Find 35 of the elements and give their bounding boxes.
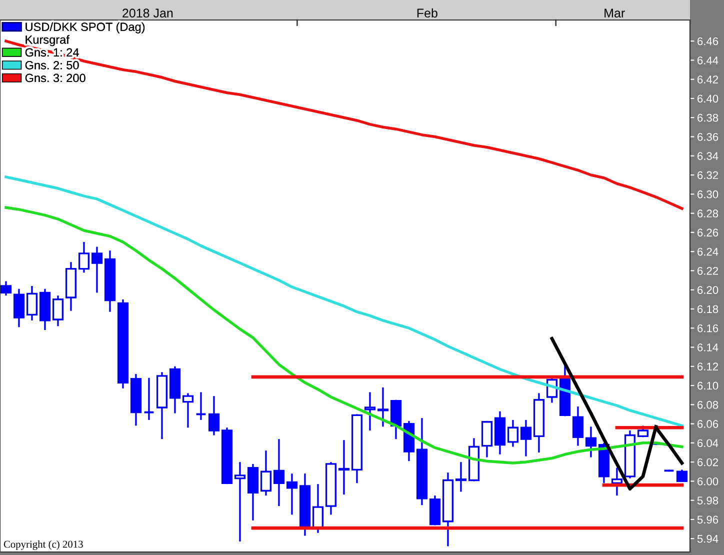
y-tick-label: 6.22	[698, 266, 718, 275]
y-tick-label: 5.96	[697, 516, 718, 524]
y-tick-label: 6.14	[698, 344, 718, 352]
y-tick-label: 6.06	[698, 420, 718, 428]
legend-label: USD/DKK SPOT (Dag)	[26, 22, 145, 34]
text: Mar	[604, 8, 625, 18]
y-tick-label: 5.94	[697, 534, 718, 543]
y-tick-label: 5.98	[697, 496, 718, 504]
y-tick-label: 6.24	[698, 248, 718, 256]
y-tick-label: 6.32	[698, 171, 718, 180]
y-tick-label: 6.18	[698, 305, 718, 314]
text: 2018 Jan	[122, 8, 173, 18]
y-tick-label: 6.46	[698, 37, 718, 46]
y-tick-label: 6.38	[698, 114, 718, 122]
y-tick-label: 6.10	[698, 382, 718, 390]
y-tick-label: 6.16	[698, 324, 718, 332]
annotation: Kursgraf	[26, 35, 70, 46]
text: Feb	[417, 8, 438, 18]
y-tick-label: 6.20	[698, 286, 718, 294]
y-tick-label: 6.42	[698, 76, 718, 84]
y-tick-label: 6.02	[698, 458, 718, 466]
y-tick-label: 6.34	[698, 152, 718, 160]
y-tick-label: 6.28	[698, 210, 718, 218]
y-tick-label: 6.44	[698, 56, 718, 64]
annotation: Copyright (c) 2013	[4, 540, 83, 550]
legend-label: Gns. 3: 200	[25, 74, 86, 82]
y-tick-label: 6.04	[698, 439, 718, 448]
y-tick-label: 6.00	[698, 477, 718, 486]
y-tick-label: 6.26	[698, 228, 718, 237]
legend-label: Gns. 2: 50	[25, 61, 79, 70]
y-tick-label: 6.30	[698, 190, 718, 198]
y-tick-label: 6.36	[698, 133, 718, 141]
y-tick-label: 6.08	[698, 400, 718, 409]
y-tick-label: 6.40	[698, 94, 718, 103]
y-tick-label: 6.12	[698, 362, 718, 371]
